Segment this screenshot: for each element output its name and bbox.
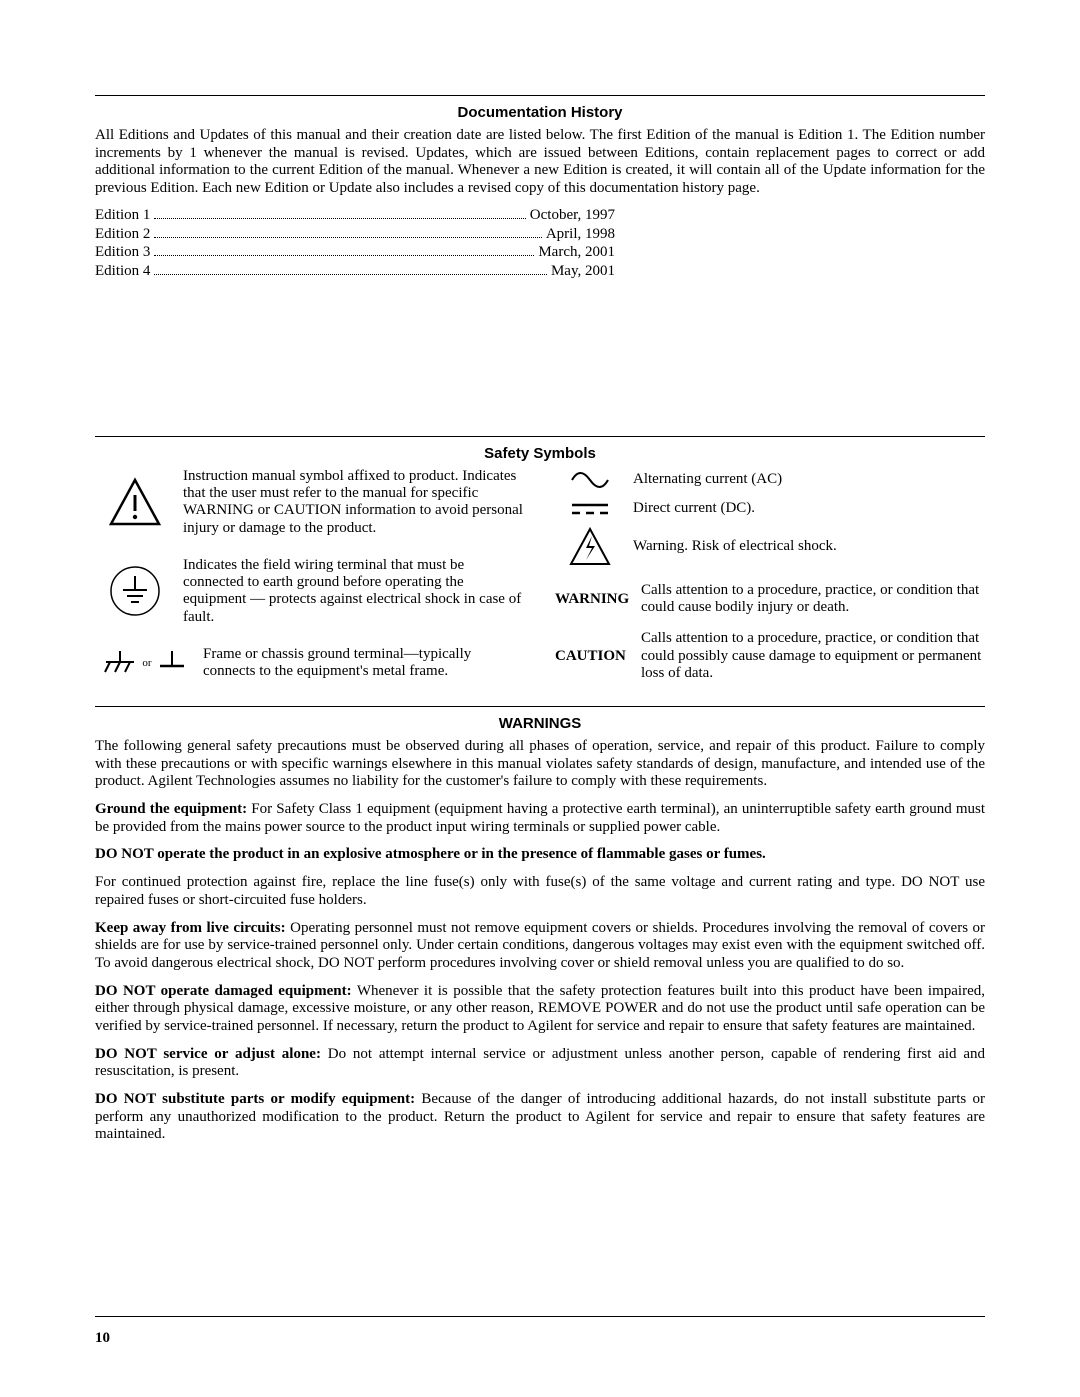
- warning-lead: Keep away from live circuits:: [95, 920, 286, 936]
- warnings-body: The following general safety precautions…: [95, 738, 985, 1144]
- safety-symbols-grid: Instruction manual symbol affixed to pro…: [95, 468, 985, 696]
- warning-lead: DO NOT service or adjust alone:: [95, 1046, 321, 1062]
- edition-list: Edition 1 October, 1997 Edition 2 April,…: [95, 206, 615, 281]
- symbol-text: Calls attention to a procedure, practice…: [637, 630, 985, 682]
- shock-warning-icon: [555, 526, 625, 568]
- edition-label: Edition 2: [95, 225, 150, 244]
- symbol-text: Frame or chassis ground terminal—typical…: [195, 646, 525, 681]
- page: Documentation History All Editions and U…: [0, 0, 1080, 1397]
- symbol-row: Direct current (DC).: [555, 500, 985, 518]
- warning-label: WARNING: [555, 591, 637, 608]
- symbol-row: WARNING Calls attention to a procedure, …: [555, 582, 985, 617]
- symbol-row: Warning. Risk of electrical shock.: [555, 526, 985, 568]
- warning-item: DO NOT service or adjust alone: Do not a…: [95, 1046, 985, 1081]
- dc-icon: [555, 500, 625, 518]
- ac-icon: [555, 468, 625, 492]
- symbols-right-col: Alternating current (AC) Direct current …: [555, 468, 985, 696]
- warning-lead: DO NOT substitute parts or modify equipm…: [95, 1091, 415, 1107]
- symbol-text: Instruction manual symbol affixed to pro…: [175, 468, 525, 537]
- symbols-left-col: Instruction manual symbol affixed to pro…: [95, 468, 525, 696]
- chassis-ground-icon: or: [95, 648, 195, 678]
- manual-symbol-icon: [95, 477, 175, 527]
- warning-body: For continued protection against fire, r…: [95, 874, 985, 908]
- warning-item: For continued protection against fire, r…: [95, 874, 985, 909]
- leader-dots: [154, 262, 547, 275]
- edition-row: Edition 3 March, 2001: [95, 243, 615, 262]
- rule-top-2: [95, 436, 985, 437]
- warning-lead: DO NOT operate the product in an explosi…: [95, 846, 766, 862]
- edition-row: Edition 4 May, 2001: [95, 262, 615, 281]
- symbol-row: CAUTION Calls attention to a procedure, …: [555, 630, 985, 682]
- warning-lead: Ground the equipment:: [95, 801, 247, 817]
- earth-ground-icon: [95, 564, 175, 618]
- leader-dots: [154, 206, 525, 219]
- warnings-title: WARNINGS: [95, 715, 985, 732]
- symbol-text: Indicates the field wiring terminal that…: [175, 557, 525, 626]
- safety-symbols-title: Safety Symbols: [95, 445, 985, 462]
- edition-date: April, 1998: [546, 225, 615, 244]
- warning-lead: DO NOT operate damaged equipment:: [95, 983, 352, 999]
- edition-date: May, 2001: [551, 262, 615, 281]
- warnings-intro: The following general safety precautions…: [95, 738, 985, 791]
- edition-row: Edition 2 April, 1998: [95, 225, 615, 244]
- symbol-text: Direct current (DC).: [625, 500, 985, 517]
- warning-item: DO NOT operate damaged equipment: Whenev…: [95, 983, 985, 1036]
- edition-label: Edition 1: [95, 206, 150, 225]
- edition-row: Edition 1 October, 1997: [95, 206, 615, 225]
- edition-date: March, 2001: [538, 243, 615, 262]
- warning-item: Ground the equipment: For Safety Class 1…: [95, 801, 985, 836]
- warning-item: Keep away from live circuits: Operating …: [95, 920, 985, 973]
- warning-item: DO NOT operate the product in an explosi…: [95, 846, 985, 864]
- rule-top-1: [95, 95, 985, 96]
- symbol-row: or Frame or chassis ground terminal—typi…: [95, 646, 525, 681]
- symbol-text: Calls attention to a procedure, practice…: [637, 582, 985, 617]
- symbol-row: Instruction manual symbol affixed to pro…: [95, 468, 525, 537]
- or-label: or: [138, 657, 155, 669]
- rule-bottom: [95, 1316, 985, 1317]
- doc-history-title: Documentation History: [95, 104, 985, 121]
- symbol-text: Alternating current (AC): [625, 471, 985, 488]
- edition-date: October, 1997: [530, 206, 615, 225]
- warning-item: DO NOT substitute parts or modify equipm…: [95, 1091, 985, 1144]
- rule-top-3: [95, 706, 985, 707]
- leader-dots: [154, 243, 534, 256]
- symbol-row: Indicates the field wiring terminal that…: [95, 557, 525, 626]
- page-number: 10: [95, 1330, 110, 1347]
- symbol-row: Alternating current (AC): [555, 468, 985, 492]
- symbol-text: Warning. Risk of electrical shock.: [625, 538, 985, 555]
- leader-dots: [154, 225, 541, 238]
- edition-label: Edition 3: [95, 243, 150, 262]
- caution-label: CAUTION: [555, 648, 637, 665]
- doc-history-intro: All Editions and Updates of this manual …: [95, 127, 985, 198]
- edition-label: Edition 4: [95, 262, 150, 281]
